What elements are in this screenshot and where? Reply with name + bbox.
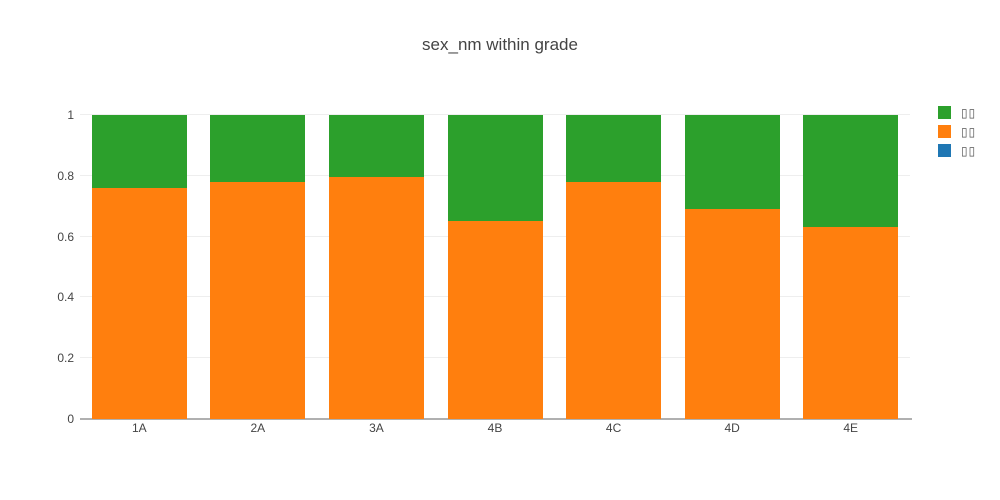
- ytick-label: 0.6: [57, 229, 74, 244]
- bar-segment[interactable]: [566, 115, 662, 182]
- bar-segment[interactable]: [803, 227, 899, 419]
- xtick-label: 3A: [369, 421, 384, 435]
- xtick-label: 1A: [131, 421, 147, 435]
- bar-segment[interactable]: [684, 115, 780, 210]
- ytick-label: 0.8: [57, 168, 74, 183]
- legend-label: ▯▯: [961, 105, 977, 120]
- bar-segment[interactable]: [210, 115, 306, 182]
- bar-segment[interactable]: [91, 115, 187, 188]
- xtick-label: 2A: [250, 421, 266, 435]
- bar-segment[interactable]: [210, 181, 306, 419]
- bar-segment[interactable]: [91, 187, 187, 419]
- xtick-label: 4D: [724, 421, 740, 435]
- ytick-label: 0.4: [57, 290, 74, 305]
- bar-segment[interactable]: [328, 115, 424, 178]
- legend-item[interactable]: ▯▯: [938, 122, 976, 141]
- ytick-label: 0.2: [57, 351, 74, 366]
- bar-segment[interactable]: [566, 181, 662, 419]
- bar-segment[interactable]: [328, 177, 424, 419]
- legend-swatch: [938, 106, 951, 119]
- bar-segment[interactable]: [684, 209, 780, 419]
- xtick-label: 4E: [843, 421, 859, 435]
- legend: ▯▯ ▯▯ ▯▯: [938, 103, 976, 160]
- xtick-label: 4B: [487, 421, 503, 435]
- plot-area: [80, 114, 910, 419]
- legend-swatch: [938, 144, 951, 157]
- ytick-label: 0: [67, 412, 74, 426]
- legend-item[interactable]: ▯▯: [938, 103, 976, 122]
- legend-item[interactable]: ▯▯: [938, 141, 976, 160]
- chart-title: sex_nm within grade: [422, 35, 578, 54]
- bar-segment[interactable]: [447, 115, 543, 222]
- legend-swatch: [938, 125, 951, 138]
- xtick-label: 4C: [605, 421, 622, 435]
- legend-label: ▯▯: [961, 143, 977, 158]
- legend-label: ▯▯: [961, 124, 977, 139]
- bar-segment[interactable]: [447, 221, 543, 419]
- bar-segment[interactable]: [803, 115, 899, 228]
- x-axis-zeroline: [80, 418, 912, 420]
- ytick-label: 1: [67, 108, 74, 122]
- gridline: [80, 114, 910, 115]
